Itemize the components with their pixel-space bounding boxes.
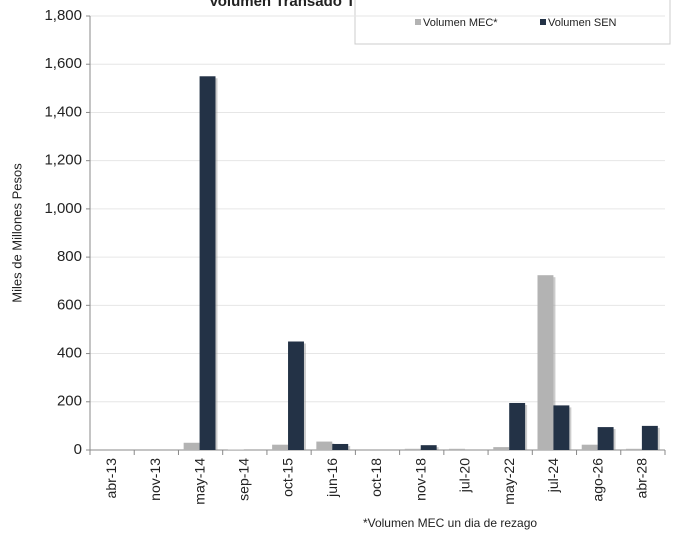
x-tick-label: nov-13 [147, 458, 163, 501]
bar [553, 405, 570, 450]
y-tick-label: 600 [57, 296, 82, 313]
y-tick-label: 1,200 [44, 152, 82, 169]
bar [625, 448, 642, 450]
bar [332, 443, 349, 450]
x-tick-label: may-22 [501, 458, 517, 505]
y-axis-label: Miles de Millones Pesos [9, 163, 24, 303]
y-tick-label: 1,000 [44, 200, 82, 217]
bar [493, 447, 510, 450]
x-tick-label: jul-24 [545, 458, 561, 493]
bar [509, 402, 526, 450]
y-tick-label: 1,400 [44, 103, 82, 120]
x-tick-label: oct-18 [368, 458, 384, 497]
x-tick-label: jul-20 [457, 458, 473, 493]
bar [597, 427, 614, 450]
bar [288, 341, 304, 450]
legend-swatch [415, 19, 421, 25]
y-tick-label: 400 [57, 345, 82, 362]
x-tick-label: sep-14 [236, 458, 252, 501]
x-tick-label: oct-15 [280, 458, 296, 497]
x-tick-label: may-14 [191, 458, 207, 505]
bar [316, 441, 333, 450]
y-tick-label: 1,600 [44, 55, 82, 72]
bar [449, 448, 465, 450]
footnote: *Volumen MEC un dia de rezago [363, 516, 537, 530]
legend-swatch [540, 19, 546, 25]
bar [272, 444, 289, 450]
legend-label: Volumen SEN [548, 17, 617, 29]
bar [581, 444, 598, 450]
x-tick-label: nov-18 [412, 458, 428, 501]
bar [404, 448, 421, 450]
legend-label: Volumen MEC* [423, 17, 498, 29]
y-tick-label: 1,800 [44, 7, 82, 24]
x-tick-label: abr-13 [103, 458, 119, 499]
x-tick-label: abr-28 [634, 458, 650, 499]
legend-box [354, 0, 671, 45]
y-tick-label: 0 [74, 441, 82, 458]
bar [183, 442, 200, 450]
bar [420, 445, 437, 450]
chart-title: Volumen Transado TES PESOS [209, 0, 431, 10]
y-tick-label: 800 [57, 248, 82, 265]
y-tick-label: 200 [57, 393, 82, 410]
bar [199, 76, 216, 451]
bar [641, 425, 658, 450]
x-tick-label: ago-26 [589, 458, 605, 502]
x-tick-label: jun-16 [324, 458, 340, 498]
bar [537, 275, 554, 450]
